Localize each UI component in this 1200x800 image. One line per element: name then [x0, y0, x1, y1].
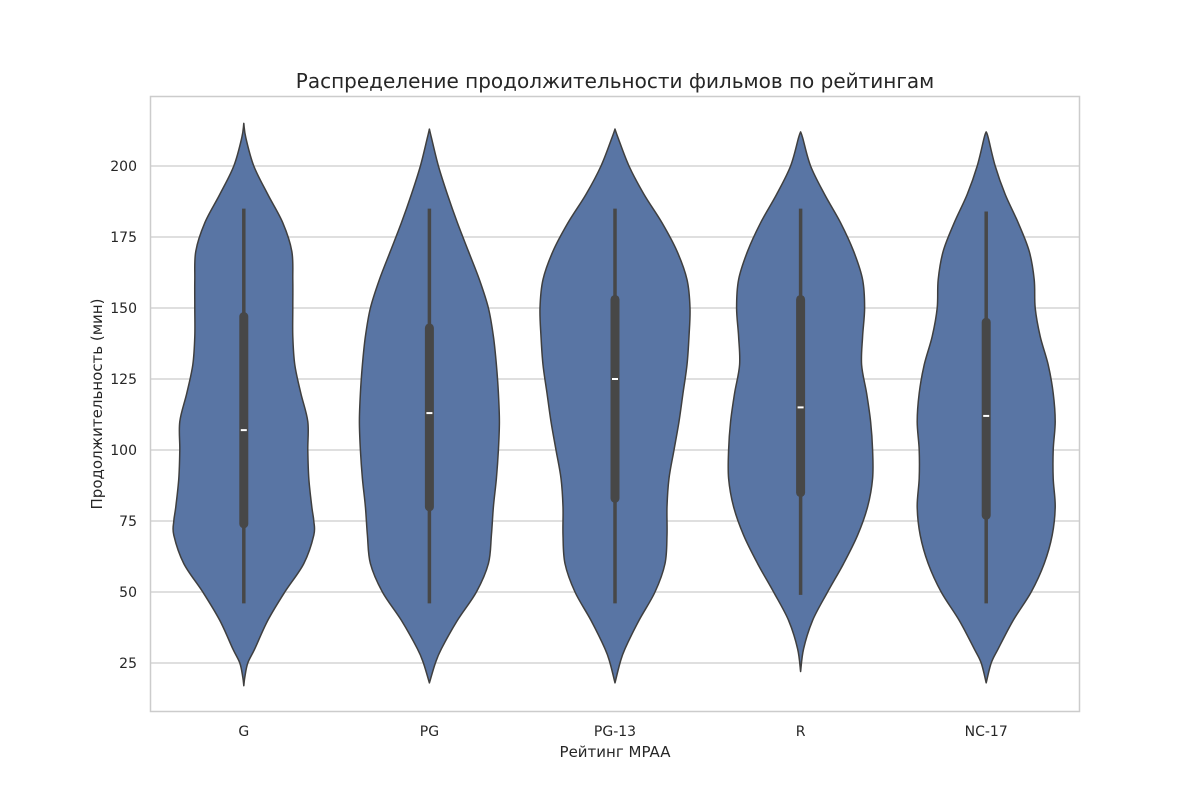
y-tick-label: 150	[110, 301, 137, 317]
x-tick-label: G	[238, 724, 249, 740]
y-tick-label: 100	[110, 443, 137, 459]
x-tick-label: PG-13	[594, 724, 636, 740]
y-axis-label: Продолжительность (мин)	[88, 299, 106, 510]
x-tick-labels: G PG PG-13 R NC-17	[238, 724, 1007, 740]
chart-title: Распределение продолжительности фильмов …	[296, 69, 934, 93]
violin-PG-13	[539, 128, 691, 684]
x-tick-label: NC-17	[965, 724, 1008, 740]
plot-frame	[149, 95, 1081, 713]
violin-NC-17	[916, 131, 1056, 684]
violin-PG	[358, 128, 501, 684]
y-tick-label: 25	[119, 656, 137, 672]
y-tick-label: 200	[110, 159, 137, 175]
y-tick-label: 75	[119, 514, 137, 530]
violins	[172, 122, 1056, 687]
x-tick-label: R	[796, 724, 806, 740]
y-tick-label: 125	[110, 372, 137, 388]
x-tick-label: PG	[420, 724, 439, 740]
violin-G	[172, 122, 316, 687]
y-tick-label: 175	[110, 230, 137, 246]
violin-R	[727, 131, 874, 673]
x-axis-label: Рейтинг MPAA	[560, 743, 672, 761]
y-tick-labels: 25 50 75 100 125 150 175 200	[110, 159, 137, 672]
y-tick-label: 50	[119, 585, 137, 601]
